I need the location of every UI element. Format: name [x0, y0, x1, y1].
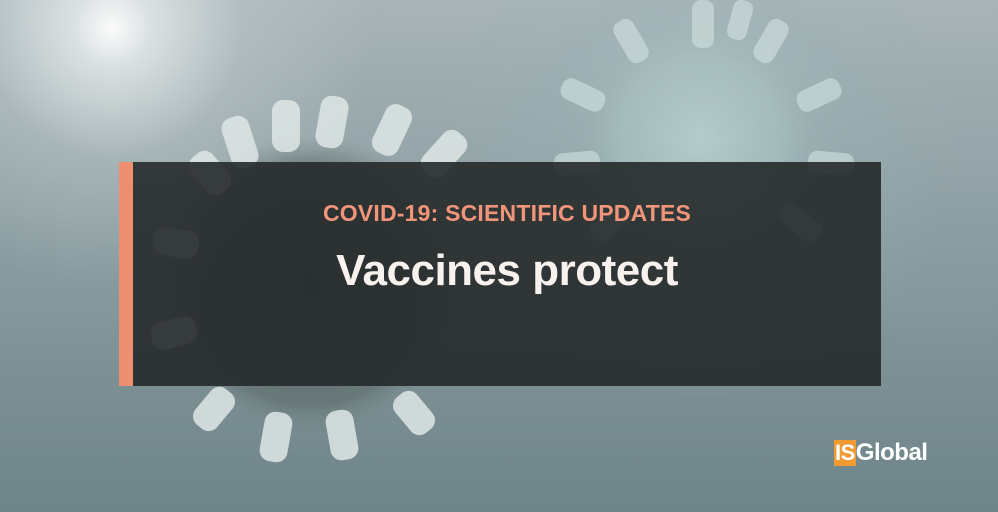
logo-is-mark: IS — [834, 440, 856, 466]
isglobal-logo: IS Global — [834, 439, 928, 470]
banner-kicker: COVID-19: SCIENTIFIC UPDATES — [322, 200, 692, 226]
headline-banner: COVID-19: SCIENTIFIC UPDATES Vaccines pr… — [119, 162, 881, 386]
banner-headline: Vaccines protect — [336, 246, 678, 295]
accent-bar — [119, 162, 133, 386]
logo-global-text: Global — [855, 439, 928, 466]
